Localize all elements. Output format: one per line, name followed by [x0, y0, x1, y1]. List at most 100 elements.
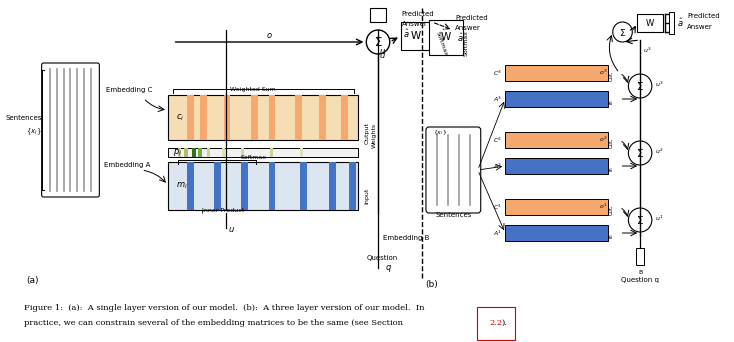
Text: $\hat{a}$: $\hat{a}$ — [404, 28, 410, 40]
Text: $u^1$: $u^1$ — [655, 213, 664, 223]
Text: Out,: Out, — [608, 138, 614, 148]
Text: o: o — [267, 30, 272, 39]
Text: B: B — [638, 269, 642, 275]
Bar — [299, 148, 302, 157]
Bar — [401, 22, 432, 50]
Bar — [187, 162, 195, 210]
Text: $C^2$: $C^2$ — [493, 135, 502, 145]
Bar — [192, 148, 196, 157]
Bar — [251, 95, 258, 140]
Bar — [505, 225, 608, 241]
Bar — [184, 148, 189, 157]
Bar — [207, 148, 210, 157]
Text: Softmax: Softmax — [464, 29, 469, 55]
Text: $o^3$: $o^3$ — [599, 67, 607, 77]
Text: $\{x_i\}$: $\{x_i\}$ — [26, 127, 42, 137]
Text: $C^1$: $C^1$ — [493, 202, 502, 212]
Text: In: In — [608, 100, 614, 104]
Bar — [222, 148, 225, 157]
Text: Answer: Answer — [687, 24, 713, 30]
Text: $o^2$: $o^2$ — [599, 134, 607, 144]
Text: $\{x_i\}$: $\{x_i\}$ — [433, 128, 447, 137]
Text: $p_i$: $p_i$ — [172, 147, 181, 158]
Bar — [178, 148, 181, 157]
Bar — [198, 148, 202, 157]
Bar — [429, 20, 463, 55]
Text: $\Sigma$: $\Sigma$ — [619, 26, 626, 38]
Bar — [319, 95, 326, 140]
Bar — [505, 65, 608, 81]
Bar — [370, 8, 386, 22]
Bar — [505, 199, 608, 215]
Text: Sentences: Sentences — [435, 212, 471, 218]
Bar — [269, 95, 275, 140]
Text: In: In — [608, 167, 614, 171]
Bar — [505, 158, 608, 174]
Bar — [241, 162, 248, 210]
Bar — [214, 162, 221, 210]
Text: Question: Question — [366, 255, 398, 261]
Text: 2.2: 2.2 — [490, 319, 503, 327]
Text: $\hat{a}$: $\hat{a}$ — [677, 17, 684, 29]
Text: Input: Input — [364, 188, 369, 204]
Text: u: u — [380, 48, 385, 56]
Text: $\Sigma$: $\Sigma$ — [636, 214, 644, 226]
Text: Output: Output — [364, 121, 369, 144]
FancyBboxPatch shape — [42, 63, 99, 197]
Text: $o^1$: $o^1$ — [599, 201, 607, 211]
Text: $\hat{a}$: $\hat{a}$ — [457, 32, 464, 44]
Text: ).: ). — [501, 319, 507, 327]
Bar — [505, 132, 608, 148]
FancyBboxPatch shape — [426, 127, 481, 213]
Text: Softmax: Softmax — [435, 31, 448, 57]
Text: $u^3$: $u^3$ — [643, 45, 652, 55]
Text: Inner Product: Inner Product — [202, 208, 244, 213]
Text: Softmax: Softmax — [240, 155, 266, 160]
Bar — [241, 148, 244, 157]
Text: (b): (b) — [425, 280, 437, 289]
Bar — [341, 95, 348, 140]
Text: $\Sigma$: $\Sigma$ — [636, 147, 644, 159]
Text: Sentences: Sentences — [5, 115, 42, 121]
Text: u: u — [228, 225, 233, 235]
Bar — [637, 14, 663, 32]
Text: Predicted: Predicted — [687, 13, 719, 19]
Text: $u^2$: $u^2$ — [655, 146, 664, 156]
Text: (a): (a) — [26, 276, 38, 285]
Bar — [168, 95, 358, 140]
Text: $\Sigma$: $\Sigma$ — [636, 80, 644, 92]
Text: $C^3$: $C^3$ — [493, 68, 502, 78]
Text: Answer: Answer — [455, 25, 481, 31]
Bar — [329, 162, 336, 210]
Text: $c_i$: $c_i$ — [175, 112, 184, 123]
Text: W: W — [646, 18, 654, 27]
Text: $A^2$: $A^2$ — [493, 161, 502, 171]
Text: $u^3$: $u^3$ — [655, 79, 664, 89]
Bar — [187, 95, 195, 140]
Text: In: In — [608, 234, 614, 238]
Text: Predicted: Predicted — [455, 15, 488, 21]
Text: $A^1$: $A^1$ — [493, 228, 502, 238]
Text: Predicted: Predicted — [401, 11, 434, 17]
Text: $A^3$: $A^3$ — [493, 94, 502, 104]
Text: Question q: Question q — [621, 277, 659, 283]
Text: W: W — [441, 32, 451, 42]
Bar — [270, 148, 273, 157]
Bar — [224, 95, 230, 140]
Text: Weighted Sum: Weighted Sum — [230, 87, 276, 92]
Text: Embedding C: Embedding C — [106, 87, 153, 93]
Bar — [168, 162, 358, 210]
Text: Weights: Weights — [372, 123, 377, 148]
Text: $\Sigma$: $\Sigma$ — [374, 36, 382, 49]
Bar — [295, 95, 302, 140]
Text: Out,: Out, — [608, 71, 614, 81]
Bar — [168, 148, 358, 157]
Text: Answer: Answer — [401, 21, 427, 27]
Bar — [636, 248, 644, 265]
Bar — [269, 162, 275, 210]
Bar — [299, 162, 307, 210]
Text: u: u — [380, 51, 385, 60]
Text: $m_i$: $m_i$ — [175, 181, 187, 191]
Text: practice, we can constrain several of the embedding matrices to be the same (see: practice, we can constrain several of th… — [24, 319, 406, 327]
Bar — [349, 162, 355, 210]
